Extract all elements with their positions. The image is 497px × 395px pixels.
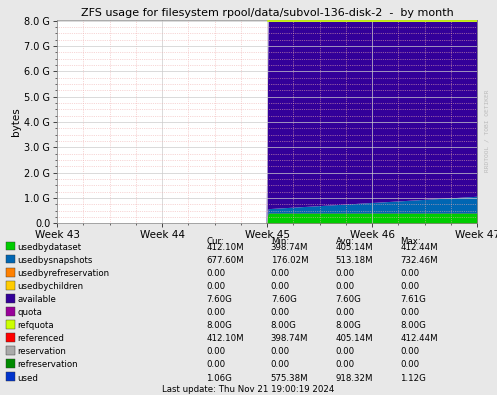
Text: 8.00G: 8.00G: [206, 322, 232, 330]
Text: 0.00: 0.00: [400, 269, 419, 278]
Text: RRDTOOL / TOBI OETIKER: RRDTOOL / TOBI OETIKER: [485, 89, 490, 171]
Text: 677.60M: 677.60M: [206, 256, 244, 265]
Text: usedbychildren: usedbychildren: [17, 282, 83, 291]
Text: 1.06G: 1.06G: [206, 374, 232, 382]
Text: reservation: reservation: [17, 348, 66, 356]
Text: 0.00: 0.00: [271, 269, 290, 278]
Text: 0.00: 0.00: [335, 269, 354, 278]
Text: 0.00: 0.00: [400, 348, 419, 356]
Text: usedbydataset: usedbydataset: [17, 243, 82, 252]
Text: 732.46M: 732.46M: [400, 256, 438, 265]
Text: 0.00: 0.00: [206, 308, 225, 317]
Text: 412.44M: 412.44M: [400, 335, 438, 343]
Text: 8.00G: 8.00G: [335, 322, 361, 330]
Text: 412.10M: 412.10M: [206, 335, 244, 343]
Text: refreservation: refreservation: [17, 361, 78, 369]
Text: 8.00G: 8.00G: [271, 322, 297, 330]
Text: 0.00: 0.00: [271, 348, 290, 356]
Text: 575.38M: 575.38M: [271, 374, 309, 382]
Text: 0.00: 0.00: [206, 269, 225, 278]
Text: 398.74M: 398.74M: [271, 243, 308, 252]
Text: 405.14M: 405.14M: [335, 243, 373, 252]
Text: Cur:: Cur:: [206, 237, 224, 246]
Text: available: available: [17, 295, 56, 304]
Text: 0.00: 0.00: [400, 308, 419, 317]
Text: used: used: [17, 374, 38, 382]
Text: 176.02M: 176.02M: [271, 256, 309, 265]
Text: Min:: Min:: [271, 237, 289, 246]
Text: referenced: referenced: [17, 335, 64, 343]
Text: 1.12G: 1.12G: [400, 374, 426, 382]
Text: Avg:: Avg:: [335, 237, 354, 246]
Text: 412.44M: 412.44M: [400, 243, 438, 252]
Title: ZFS usage for filesystem rpool/data/subvol-136-disk-2  -  by month: ZFS usage for filesystem rpool/data/subv…: [81, 8, 454, 18]
Text: usedbyrefreservation: usedbyrefreservation: [17, 269, 109, 278]
Text: 0.00: 0.00: [271, 361, 290, 369]
Text: 0.00: 0.00: [206, 348, 225, 356]
Text: usedbysnapshots: usedbysnapshots: [17, 256, 93, 265]
Text: 513.18M: 513.18M: [335, 256, 373, 265]
Text: 0.00: 0.00: [206, 282, 225, 291]
Text: 8.00G: 8.00G: [400, 322, 426, 330]
Text: refquota: refquota: [17, 322, 54, 330]
Text: 7.60G: 7.60G: [271, 295, 297, 304]
Text: 0.00: 0.00: [335, 282, 354, 291]
Text: 0.00: 0.00: [206, 361, 225, 369]
Text: 0.00: 0.00: [271, 282, 290, 291]
Text: 0.00: 0.00: [400, 361, 419, 369]
Text: 412.10M: 412.10M: [206, 243, 244, 252]
Text: quota: quota: [17, 308, 42, 317]
Text: Last update: Thu Nov 21 19:00:19 2024: Last update: Thu Nov 21 19:00:19 2024: [163, 385, 334, 394]
Text: 0.00: 0.00: [271, 308, 290, 317]
Text: 0.00: 0.00: [400, 282, 419, 291]
Text: 0.00: 0.00: [335, 308, 354, 317]
Text: 398.74M: 398.74M: [271, 335, 308, 343]
Text: 0.00: 0.00: [335, 348, 354, 356]
Text: 7.60G: 7.60G: [206, 295, 232, 304]
Text: 7.60G: 7.60G: [335, 295, 361, 304]
Text: 7.61G: 7.61G: [400, 295, 426, 304]
Text: Max:: Max:: [400, 237, 421, 246]
Text: 0.00: 0.00: [335, 361, 354, 369]
Y-axis label: bytes: bytes: [11, 107, 21, 136]
Text: 918.32M: 918.32M: [335, 374, 373, 382]
Text: 405.14M: 405.14M: [335, 335, 373, 343]
